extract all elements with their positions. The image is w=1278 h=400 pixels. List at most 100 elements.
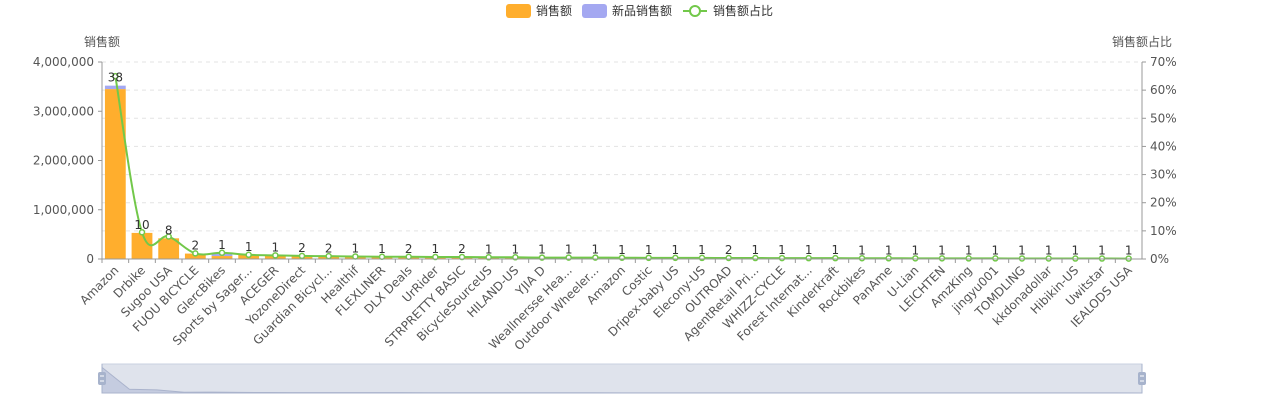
bar-value-label: 1 [1125, 244, 1133, 258]
y2-axis-title: 销售额占比 [1112, 34, 1172, 49]
bar-value-label: 1 [618, 243, 626, 257]
bar-value-label: 1 [512, 242, 520, 256]
bar-value-label: 1 [485, 242, 493, 256]
bar-value-label: 1 [778, 243, 786, 257]
bar-value-label: 2 [725, 243, 733, 257]
bar-value-label: 1 [805, 243, 813, 257]
share-point [192, 250, 199, 257]
y-tick-label: 4,000,000 [33, 55, 94, 69]
legend-label: 新品销售额 [612, 3, 672, 18]
bar-value-label: 1 [698, 243, 706, 257]
share-point [112, 72, 119, 80]
share-point [218, 249, 226, 257]
bar-value-label: 1 [432, 242, 440, 256]
y-tick-label: 2,000,000 [33, 154, 94, 168]
bar-sales [211, 256, 233, 259]
bar-sales [104, 89, 126, 260]
share-point [138, 229, 146, 236]
bar-value-label: 1 [245, 240, 253, 254]
bar-new-product-sales [104, 85, 126, 90]
data-zoom-slider[interactable] [98, 363, 1146, 394]
y2-tick-label: 70% [1150, 55, 1177, 69]
legend-item-new[interactable]: 新品销售额 [582, 3, 672, 18]
share-point [992, 255, 999, 262]
y-axis-title: 销售额 [84, 34, 120, 49]
y2-tick-label: 50% [1150, 111, 1177, 125]
y2-axis: 0% 10% 20% 30% 40% 50% 60% 70% [1141, 55, 1177, 266]
share-point [938, 255, 946, 262]
share-point [965, 255, 972, 262]
bar-value-label: 1 [538, 243, 546, 257]
legend-label: 销售额 [536, 3, 572, 18]
bar-value-label: 1 [218, 238, 226, 252]
share-point [885, 255, 892, 262]
bar-value-label: 1 [272, 240, 280, 254]
bar-value-label: 1 [1045, 244, 1053, 258]
share-point [432, 253, 439, 261]
chart-legend: 销售额 新品销售额 销售额占比 [506, 3, 773, 18]
bar-value-label: 2 [405, 242, 413, 256]
bar-value-label: 2 [325, 241, 333, 255]
bar-value-label: 38 [108, 71, 123, 85]
zoom-handle-grip [1138, 372, 1146, 385]
bar-value-label: 1 [965, 243, 973, 257]
zoom-handle-left[interactable] [98, 364, 106, 393]
bar-sales [158, 238, 180, 259]
bar-value-label: 1 [885, 243, 893, 257]
share-point [1018, 255, 1026, 262]
zoom-handle-grip [98, 372, 106, 385]
bar-value-label: 1 [1098, 244, 1106, 258]
zoom-preview-area [101, 366, 1143, 394]
y-axis: 0 1,000,000 2,000,000 3,000,000 4,000,000 [33, 55, 103, 266]
bar-value-labels: 38 10 8 2 1 1 1 2 2 1 1 2 1 2 1 1 1 1 1 1 1 1 1 2 1 1 1 1 1 1 1 1 1 1 1 1 1 1… [108, 71, 1133, 258]
legend-item-share[interactable]: 销售额占比 [683, 3, 773, 18]
legend-swatch [582, 4, 607, 18]
share-point [272, 252, 279, 259]
legend-swatch [506, 4, 531, 18]
bar-value-label: 1 [1018, 243, 1026, 257]
y2-tick-label: 0% [1150, 252, 1169, 266]
y-tick-label: 3,000,000 [33, 104, 94, 118]
bar-value-label: 1 [378, 242, 386, 256]
legend-item-sales[interactable]: 销售额 [506, 3, 572, 18]
share-point [298, 252, 306, 260]
bar-value-label: 2 [192, 239, 200, 253]
y-tick-label: 1,000,000 [33, 203, 94, 217]
bar-value-label: 1 [592, 243, 600, 257]
share-point [458, 253, 466, 261]
bar-sales [131, 232, 153, 259]
share-point [1045, 255, 1052, 262]
share-point [165, 233, 172, 240]
y2-tick-label: 10% [1150, 224, 1177, 238]
bar-value-label: 1 [565, 243, 573, 257]
share-point [912, 255, 919, 262]
bar-value-label: 1 [752, 243, 760, 257]
bar-value-label: 1 [645, 243, 653, 257]
y2-tick-label: 40% [1150, 139, 1177, 153]
y2-tick-label: 20% [1150, 196, 1177, 210]
y2-tick-label: 30% [1150, 168, 1177, 182]
bar-series [104, 85, 1140, 260]
share-point [245, 251, 252, 259]
y-tick-label: 0 [86, 252, 94, 266]
bar-value-label: 2 [298, 241, 306, 255]
bar-value-label: 1 [912, 243, 920, 257]
bar-value-label: 10 [134, 218, 149, 232]
bar-value-label: 1 [858, 243, 866, 257]
bar-value-label: 1 [938, 243, 946, 257]
legend-label: 销售额占比 [713, 3, 773, 18]
bar-value-label: 1 [672, 243, 680, 257]
bar-value-label: 1 [352, 242, 360, 256]
bar-value-label: 1 [832, 243, 840, 257]
share-line-series [112, 72, 1132, 262]
bar-value-label: 1 [992, 243, 1000, 257]
bar-value-label: 2 [458, 242, 466, 256]
bar-value-label: 1 [1072, 244, 1080, 258]
legend-circle-marker [689, 5, 701, 17]
zoom-handle-right[interactable] [1138, 364, 1146, 393]
bar-value-label: 8 [165, 223, 173, 237]
y2-tick-label: 60% [1150, 83, 1177, 97]
zoom-track[interactable] [101, 363, 1143, 394]
